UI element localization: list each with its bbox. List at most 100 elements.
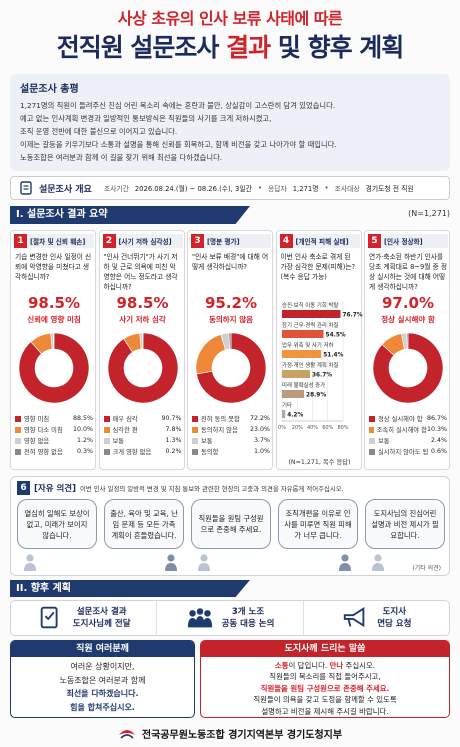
message-part: 최선을 다하겠습니다. bbox=[66, 689, 139, 698]
legend-swatch bbox=[369, 448, 375, 455]
card-question: "인사 보류 배경"에 대해 어떻게 생각하십니까? bbox=[192, 253, 269, 271]
legend-row: 정상 실시해야 함 86.7% bbox=[369, 413, 447, 424]
card-question: 기습 변경한 인사 일정이 신뢰에 악영향을 미쳤다고 생각하십니까? bbox=[15, 253, 92, 281]
legend-label: 조속히 실시해야 함 bbox=[376, 427, 427, 434]
legend-label: 전혀 영향 없음 bbox=[24, 449, 63, 456]
icon-shape bbox=[118, 730, 135, 735]
overview-value: 1,271명 bbox=[292, 185, 319, 193]
message-line: 소통이 답입니다. 만나 주십시오. bbox=[201, 660, 449, 671]
summary-line: 예고 없는 인사계획 변경과 일방적인 통보방식은 직원들의 사기를 크게 저하… bbox=[20, 114, 272, 123]
legend-label: 영향 미침 bbox=[24, 416, 50, 423]
donut-chart bbox=[107, 332, 178, 404]
overview-title: 설문조사 개요 bbox=[39, 184, 92, 195]
section-header: II. 향후 계획 bbox=[10, 580, 250, 597]
plan-line: 도지사님께 전달 bbox=[72, 619, 131, 629]
legend-swatch bbox=[103, 426, 110, 433]
donut-segment bbox=[372, 332, 444, 404]
section-note: (N=1,271) bbox=[408, 209, 450, 218]
person-icon bbox=[198, 554, 210, 571]
summary-box: 설문조사 총평 1,271명의 직원이 들려주신 진심 어린 목소리 속에는 혼란… bbox=[10, 74, 450, 171]
legend-row: 매우 심각 90.7% bbox=[103, 413, 182, 424]
card-title: [인사 정상화] bbox=[384, 238, 423, 246]
card-number: 6 bbox=[17, 481, 30, 495]
legend-value: 1.2% bbox=[77, 437, 93, 444]
plan-icon bbox=[40, 606, 58, 629]
plan-line: 도지사 bbox=[382, 607, 407, 617]
icon-shape bbox=[343, 606, 365, 628]
legend-value: 10.0% bbox=[72, 426, 93, 433]
icon-shape bbox=[40, 606, 58, 629]
section-header: I. 설문조사 결과 요약 bbox=[10, 206, 250, 224]
message-part: 직원들이 의욕을 갖고 도정을 함께할 수 있도록 bbox=[253, 695, 397, 705]
icon-shape bbox=[203, 610, 211, 617]
icon-shape bbox=[339, 563, 351, 571]
legend-swatch bbox=[369, 415, 375, 422]
legend-row: 전혀 동의 못함 72.2% bbox=[192, 413, 270, 424]
legend-label: 크게 영향 없음 bbox=[112, 449, 152, 456]
legend-swatch bbox=[15, 448, 21, 455]
person-icon bbox=[165, 554, 177, 571]
result-card: 1 [절차 및 신뢰 훼손] 기습 변경한 인사 일정이 신뢰에 악영향을 미쳤다고… bbox=[10, 230, 96, 470]
icon-shape bbox=[200, 554, 208, 562]
donut-segment bbox=[53, 332, 55, 350]
donut-segment bbox=[406, 332, 409, 350]
opinion-prompt: 이번 인사 일정의 일방적 변경 및 지침 통보와 관련한 현장의 고충과 의견… bbox=[80, 484, 344, 493]
icon-shape bbox=[202, 618, 212, 628]
donut-segment bbox=[18, 332, 90, 404]
highlight-caption: 신뢰에 영향 미침 bbox=[27, 315, 81, 324]
highlight: 97.0% bbox=[381, 294, 435, 312]
donut-segment bbox=[228, 332, 232, 350]
legend-row: 심각한 편 7.8% bbox=[103, 424, 182, 435]
bar-value: 51.4% bbox=[323, 353, 343, 359]
plan-line: 설문조사 결과 bbox=[76, 607, 127, 617]
donut-chart bbox=[195, 332, 267, 404]
highlight-caption: 동의하지 않음 bbox=[208, 315, 253, 324]
legend-value: 23.0% bbox=[249, 426, 270, 433]
plan-line: 면담 요청 bbox=[377, 619, 412, 629]
card-number: 4 bbox=[279, 234, 293, 248]
legend-label: 동의하지 않음 bbox=[201, 427, 238, 434]
bar-category: 가정·개인 생활 계획 차질 bbox=[282, 361, 338, 369]
legend-swatch bbox=[15, 415, 21, 422]
overview-label: 조사대상 bbox=[334, 185, 360, 193]
result-card: 3 [명분 평가] "인사 보류 배경"에 대해 어떻게 생각하십니까? 95.2% 동… bbox=[187, 230, 273, 470]
bar bbox=[281, 310, 340, 318]
message-body: 소통이 답입니다. 만나 주십시오. 직원들의 목소리를 직접 들어주시고, 직원들… bbox=[201, 660, 449, 717]
opinion-box: 6 [자유 의견] 이번 인사 일정의 일방적 변경 및 지침 통보와 관련한 현장… bbox=[10, 476, 450, 576]
legend: 영향 미침 88.5% 영향 다소 미침 10.0% 영향 없음 1.2% 전혀 영향 없음… bbox=[15, 413, 93, 457]
bar-value: 54.5% bbox=[325, 333, 345, 339]
icon-shape bbox=[120, 734, 134, 739]
overview-bar: 설문조사 개요 조사기간 2026.08.24.(월) ~ 08.26.(수), 3… bbox=[10, 176, 450, 200]
bar bbox=[281, 410, 285, 418]
legend-label: 영향 다소 미침 bbox=[24, 427, 63, 434]
donut-segment bbox=[195, 334, 226, 375]
card-question: 이번 인사 축소로 겪게 된 가장 심각한 문제(피해)는? (복수 응답 가능… bbox=[280, 253, 356, 281]
legend-swatch bbox=[192, 426, 198, 433]
message-part: 소통 bbox=[274, 661, 289, 670]
bar-category: 미래 불확실성 증가 bbox=[282, 381, 325, 389]
card-number: 2 bbox=[102, 234, 116, 248]
bubble-text: 직원들을 원팀 구성원으로 존중해 주세요. bbox=[198, 514, 264, 534]
legend-value: 72.2% bbox=[249, 415, 270, 422]
x-tick-label: 40% bbox=[306, 425, 317, 431]
bar bbox=[281, 370, 310, 378]
legend-label: 정상 실시해야 함 bbox=[378, 416, 423, 423]
legend-value: 3.7% bbox=[254, 437, 270, 444]
footer: 전국공무원노동조합 경기지역본부 경기도청지부 bbox=[0, 722, 460, 744]
speech-bubble: 열심히 일해도 보상이 없고, 미래가 보이지 않습니다. bbox=[17, 499, 97, 549]
title-part: 및 bbox=[270, 33, 308, 62]
card-title: [사기 저하 심각성] bbox=[118, 238, 172, 246]
plan-text: 3개 노조 공동 대응 논의 bbox=[222, 606, 275, 630]
icon-shape bbox=[374, 554, 382, 562]
donut-chart bbox=[18, 332, 90, 404]
card-question: 연가·축소된 하반기 인사를 당초 계획대로 8~9월 중 정상 실시하는 것에… bbox=[369, 253, 447, 291]
legend-swatch bbox=[15, 426, 21, 433]
bullet: • bbox=[257, 184, 262, 192]
legend-label: 심각한 편 bbox=[112, 427, 138, 434]
bar-value: 28.9% bbox=[306, 393, 326, 399]
x-tick-label: 20% bbox=[291, 425, 302, 431]
legend-label: 보통 bbox=[112, 438, 125, 445]
